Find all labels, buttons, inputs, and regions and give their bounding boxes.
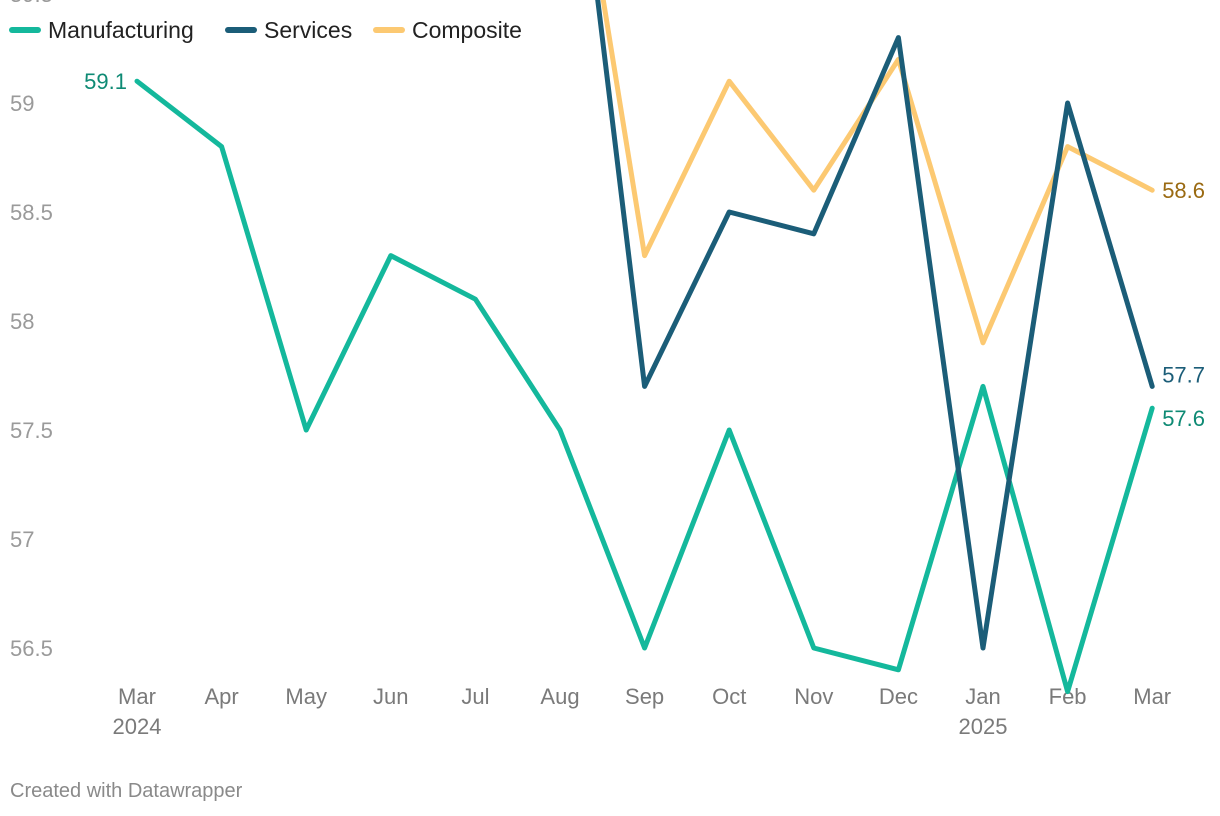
legend-label-composite: Composite xyxy=(412,17,522,43)
y-tick-label: 57 xyxy=(10,527,34,552)
x-tick-label: Dec xyxy=(879,684,918,709)
x-tick-label: Aug xyxy=(540,684,579,709)
x-tick-year-label: 2024 xyxy=(113,714,162,739)
y-tick-label: 57.5 xyxy=(10,418,53,443)
y-tick-label: 59.5 xyxy=(10,0,53,7)
x-tick-year-label: 2025 xyxy=(959,714,1008,739)
series-line-composite xyxy=(600,0,1155,346)
x-tick-label: Jul xyxy=(461,684,489,709)
x-tick-label: Apr xyxy=(204,684,238,709)
x-tick-label: May xyxy=(285,684,327,709)
x-tick-label: Mar xyxy=(118,684,156,709)
series-line-manufacturing xyxy=(134,78,1155,695)
x-tick-label: Jan xyxy=(965,684,1000,709)
x-tick-label: Jun xyxy=(373,684,408,709)
x-tick-label: Mar xyxy=(1133,684,1171,709)
line-chart: Manufacturing Services Composite 56.5 57 57.… xyxy=(9,0,1205,739)
legend-label-services: Services xyxy=(264,17,352,43)
x-tick-label: Nov xyxy=(794,684,833,709)
series-lines xyxy=(134,0,1155,695)
x-tick-label: Oct xyxy=(712,684,746,709)
x-tick-label: Sep xyxy=(625,684,664,709)
legend-label-manufacturing: Manufacturing xyxy=(48,17,194,43)
credit-footer: Created with Datawrapper xyxy=(10,780,243,802)
series-value-labels: 59.157.661.257.761.858.6 xyxy=(84,69,1205,431)
y-tick-label: 58 xyxy=(10,309,34,334)
start-value-label-manufacturing: 59.1 xyxy=(84,69,127,94)
end-value-label-manufacturing: 57.6 xyxy=(1162,406,1205,431)
end-value-label-composite: 58.6 xyxy=(1162,178,1205,203)
y-tick-label: 59 xyxy=(10,91,34,116)
x-axis: Mar 2024 Apr May Jun Jul Aug Sep Oct Nov Dec Jan 202… xyxy=(113,684,1172,739)
legend: Manufacturing Services Composite xyxy=(9,17,522,43)
series-line-services xyxy=(595,0,1155,651)
y-tick-label: 56.5 xyxy=(10,636,53,661)
end-value-label-services: 57.7 xyxy=(1162,362,1205,387)
y-tick-label: 58.5 xyxy=(10,200,53,225)
